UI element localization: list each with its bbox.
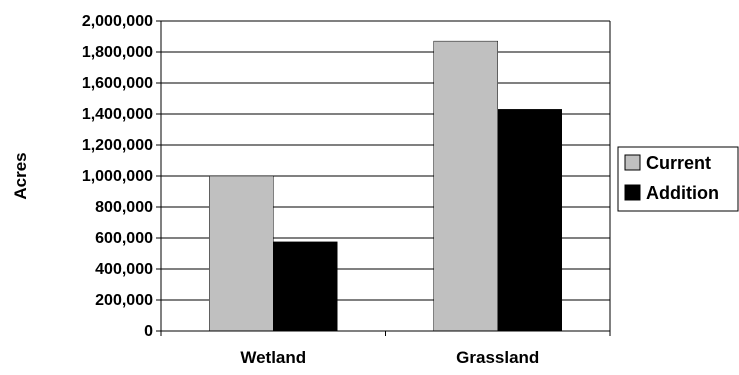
y-tick-labels: 0 200,000 400,000 600,000 800,000 1,000,000 1,… — [82, 13, 153, 340]
legend: Current Addition — [617, 146, 739, 212]
legend-swatch-addition — [624, 184, 641, 201]
bar-addition-grassland — [497, 109, 562, 332]
y-axis-label: Acres — [11, 152, 30, 199]
y-tick-label: 400,000 — [95, 261, 153, 278]
y-tick-label: 600,000 — [95, 230, 153, 247]
bars — [209, 40, 562, 332]
y-tick-label: 1,400,000 — [82, 106, 153, 123]
x-category-labels: Wetland Grassland — [240, 348, 539, 367]
bar-current-grassland — [433, 40, 498, 332]
legend-label-addition: Addition — [646, 183, 719, 203]
bar-addition-wetland — [273, 241, 338, 332]
legend-swatch-current — [624, 154, 641, 171]
axes — [156, 20, 611, 336]
y-tick-label: 1,200,000 — [82, 137, 153, 154]
y-tick-label: 800,000 — [95, 199, 153, 216]
y-tick-label: 1,000,000 — [82, 168, 153, 185]
x-category-label: Wetland — [240, 348, 306, 367]
y-tick-label: 0 — [144, 323, 153, 340]
y-tick-label: 1,800,000 — [82, 44, 153, 61]
bar-current-wetland — [209, 175, 274, 332]
y-tick-label: 2,000,000 — [82, 13, 153, 30]
y-tick-label: 200,000 — [95, 292, 153, 309]
x-category-label: Grassland — [456, 348, 539, 367]
y-tick-label: 1,600,000 — [82, 75, 153, 92]
legend-label-current: Current — [646, 153, 711, 173]
